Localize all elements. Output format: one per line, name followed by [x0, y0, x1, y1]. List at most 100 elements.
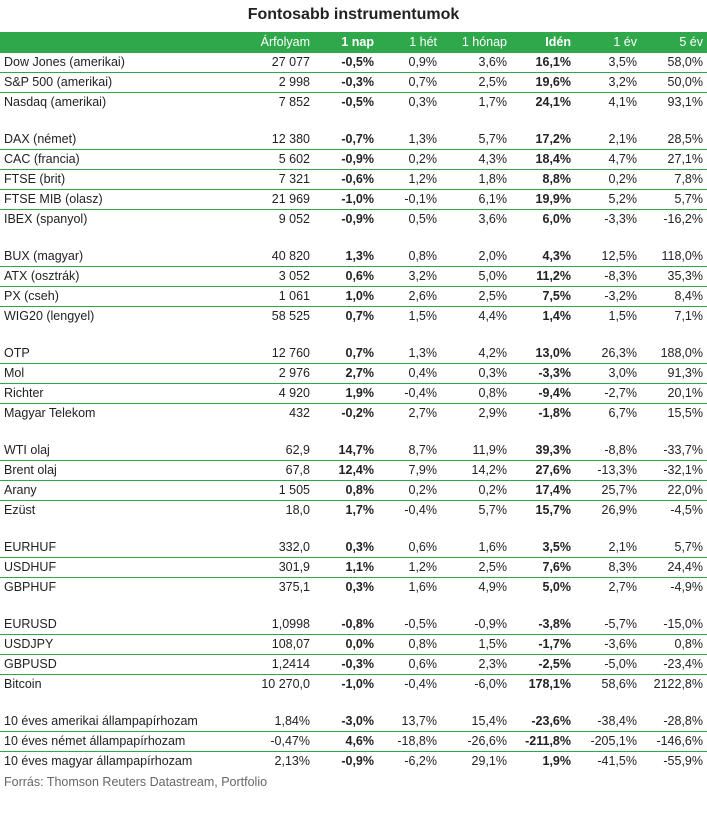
table-cell: 16,1% — [511, 53, 575, 73]
column-header-5-ev: 5 év — [679, 35, 703, 49]
instrument-name: PX (cseh) — [0, 286, 238, 307]
table-cell: 332,0 — [238, 538, 314, 558]
table-cell: 10 270,0 — [261, 677, 310, 691]
table-cell: 108,07 — [238, 634, 314, 655]
table-cell: 7,6% — [511, 557, 575, 578]
table-cell: -26,6% — [441, 731, 511, 752]
table-row: Richter 4 920 1,9% -0,4% 0,8% -9,4% -2,7% 20,1% — [0, 383, 707, 404]
table-cell: 11,2% — [511, 266, 575, 287]
column-header-iden: Idén — [545, 35, 571, 49]
table-cell: -2,5% — [511, 654, 575, 675]
instrument-name: Arany — [0, 480, 238, 501]
table-cell: 5,7% — [478, 503, 508, 517]
table-cell: 5,7% — [641, 538, 707, 558]
table-cell: -23,6% — [511, 712, 575, 732]
table-cell: 4,1% — [608, 95, 638, 109]
table-row: 10 éves magyar állampapírhozam 2,13% -0,9%… — [0, 752, 707, 772]
table-cell: 1,2% — [378, 169, 441, 190]
table-cell: 1,7% — [345, 503, 375, 517]
table-cell: 0,3% — [345, 580, 375, 594]
table-cell: 0,2% — [378, 149, 441, 170]
table-cell: 7,8% — [641, 169, 707, 190]
column-header-arfolyam: Árfolyam — [260, 35, 310, 49]
table-cell: 1,5% — [608, 309, 638, 323]
table-cell: 3,5% — [511, 538, 575, 558]
table-row: Nasdaq (amerikai) 7 852 -0,5% 0,3% 1,7% 24,1%… — [0, 93, 707, 113]
table-cell: 0,3% — [314, 538, 378, 558]
table-cell: 22,0% — [641, 480, 707, 501]
table-cell: 2,3% — [441, 654, 511, 675]
table-cell: 4 920 — [238, 383, 314, 404]
table-body: Dow Jones (amerikai) 27 077 -0,5% 0,9% 3,6% 1… — [0, 53, 707, 771]
table-cell: 2,7% — [608, 580, 638, 594]
table-cell: -0,2% — [341, 406, 374, 420]
table-cell: 58,6% — [601, 677, 637, 691]
table-cell: 5 602 — [238, 149, 314, 170]
table-cell: 17,2% — [511, 130, 575, 150]
table-row: CAC (francia) 5 602 -0,9% 0,2% 4,3% 18,4% 4,7%… — [0, 149, 707, 170]
table-row: FTSE MIB (olasz) 21 969 -1,0% -0,1% 6,1% 19,9… — [0, 189, 707, 210]
table-cell: 8,4% — [641, 286, 707, 307]
table-cell: 0,8% — [441, 383, 511, 404]
table-row: S&P 500 (amerikai) 2 998 -0,3% 0,7% 2,5% 19,6… — [0, 72, 707, 93]
instrument-name: CAC (francia) — [0, 149, 238, 170]
table-cell: 0,5% — [408, 212, 438, 226]
table-cell: 1 505 — [238, 480, 314, 501]
table-cell: 2,9% — [478, 406, 508, 420]
table-cell: 24,4% — [641, 557, 707, 578]
table-cell: 17,4% — [511, 480, 575, 501]
table-cell: 25,7% — [575, 480, 641, 501]
table-cell: 0,3% — [408, 95, 438, 109]
table-cell: 4,9% — [478, 580, 508, 594]
table-cell: 21 969 — [238, 189, 314, 210]
instrument-name: EURHUF — [0, 538, 238, 558]
table-cell: 27,1% — [641, 149, 707, 170]
table-cell: -0,9% — [341, 212, 374, 226]
table-row: BUX (magyar) 40 820 1,3% 0,8% 2,0% 4,3% 12,5% 1… — [0, 247, 707, 267]
table-cell: 39,3% — [511, 441, 575, 461]
table-cell: -8,8% — [575, 441, 641, 461]
table-cell: 0,4% — [378, 363, 441, 384]
table-cell: 40 820 — [238, 247, 314, 267]
table-cell: 62,9 — [238, 441, 314, 461]
table-cell: 7 321 — [238, 169, 314, 190]
table-cell: 93,1% — [667, 95, 703, 109]
table-cell: 1,1% — [314, 557, 378, 578]
table-cell: 5,7% — [641, 189, 707, 210]
table-cell: 13,0% — [511, 344, 575, 364]
table-cell: 5,7% — [441, 130, 511, 150]
instrument-name: BUX (magyar) — [0, 247, 238, 267]
table-cell: 7 852 — [278, 95, 310, 109]
table-cell: -41,5% — [597, 754, 637, 768]
table-cell: 3,6% — [441, 53, 511, 73]
table-cell: 91,3% — [641, 363, 707, 384]
table-cell: 15,5% — [667, 406, 703, 420]
instrument-name: DAX (német) — [0, 130, 238, 150]
table-cell: 0,2% — [378, 480, 441, 501]
table-cell: -5,7% — [575, 615, 641, 635]
table-row: WIG20 (lengyel) 58 525 0,7% 1,5% 4,4% 1,4% 1,5… — [0, 307, 707, 327]
table-cell: -3,8% — [511, 615, 575, 635]
table-cell: 0,7% — [314, 344, 378, 364]
table-cell: 0,6% — [378, 654, 441, 675]
table-cell: 4,3% — [511, 247, 575, 267]
table-cell: 2 998 — [238, 72, 314, 93]
instrument-name: Richter — [0, 383, 238, 404]
table-cell: 0,9% — [378, 53, 441, 73]
table-row: ATX (osztrák) 3 052 0,6% 3,2% 5,0% 11,2% -8,3%… — [0, 266, 707, 287]
table-cell: -16,2% — [663, 212, 703, 226]
table-cell: 1,0998 — [238, 615, 314, 635]
page-title: Fontosabb instrumentumok — [247, 6, 460, 23]
table-cell: 1,2414 — [238, 654, 314, 675]
table-cell: -0,9% — [341, 754, 374, 768]
table-cell: -0,4% — [404, 677, 437, 691]
table-cell: 1,5% — [441, 634, 511, 655]
table-row: Ezüst 18,0 1,7% -0,4% 5,7% 15,7% 26,9% -4,5% — [0, 501, 707, 521]
table-cell: 11,9% — [441, 441, 511, 461]
table-cell: -2,7% — [575, 383, 641, 404]
table-cell: 12 380 — [238, 130, 314, 150]
table-cell: 3,6% — [478, 212, 508, 226]
table-cell: 15,4% — [441, 712, 511, 732]
table-cell: -18,8% — [378, 731, 441, 752]
table-cell: 3,2% — [378, 266, 441, 287]
